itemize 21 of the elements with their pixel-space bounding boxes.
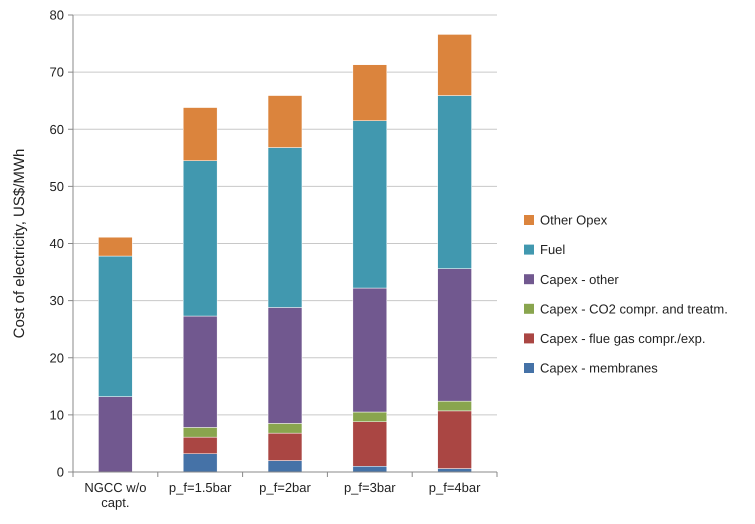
y-tick-label: 50: [50, 178, 64, 194]
y-tick-label: 40: [50, 236, 64, 252]
y-tick-label: 20: [50, 350, 64, 366]
y-tick-label: 10: [50, 407, 64, 422]
legend-label: Other Opex: [540, 212, 608, 228]
x-tick-label: p_f=2bar: [259, 480, 312, 495]
legend-label: Capex - CO2 compr. and treatm.: [540, 301, 728, 316]
legend-label: Capex - flue gas compr./exp.: [540, 330, 706, 346]
y-tick-label: 70: [50, 64, 64, 80]
x-tick-label: p_f=4bar: [428, 480, 482, 495]
legend-label: Capex - membranes: [540, 360, 658, 376]
x-tick-label: NGCC w/o capt.: [84, 480, 146, 510]
y-tick-label: 30: [50, 293, 64, 308]
y-tick-label: 0: [56, 464, 64, 480]
x-tick-label: p_f=3bar: [344, 480, 396, 495]
y-tick-label: 80: [50, 8, 64, 23]
y-axis-title: Cost of electricity, US$/MWh: [11, 148, 28, 338]
legend-label: Capex - other: [540, 272, 620, 287]
y-tick-label: 60: [50, 122, 64, 137]
x-tick-label: p_f=1.5bar: [168, 480, 232, 495]
legend-label: Fuel: [540, 242, 566, 258]
